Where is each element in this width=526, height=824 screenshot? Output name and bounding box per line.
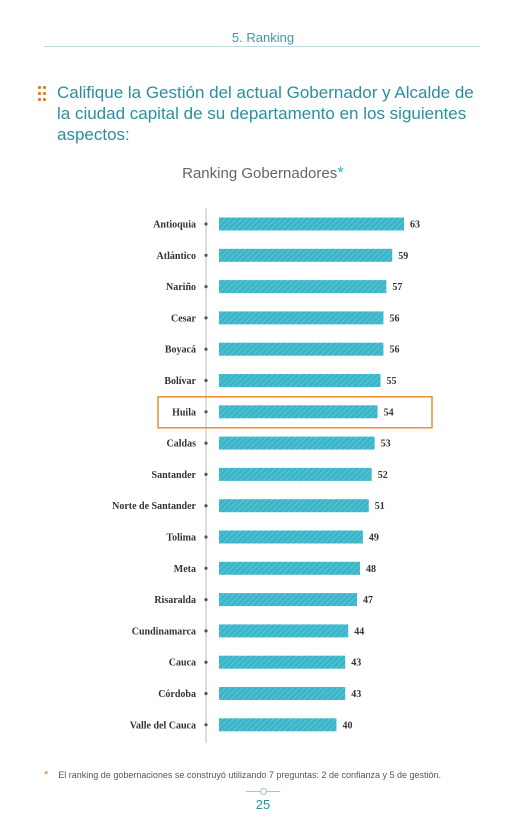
value-label: 57 bbox=[392, 282, 402, 293]
axis-tick-dot bbox=[204, 378, 208, 383]
value-label: 55 bbox=[387, 376, 397, 387]
axis-tick-dot bbox=[204, 598, 208, 602]
category-label: Tolima bbox=[166, 533, 196, 544]
footnote-asterisk: * bbox=[44, 769, 49, 781]
question-text: Califique la Gestión del actual Gobernad… bbox=[57, 83, 474, 144]
value-label: 56 bbox=[389, 313, 399, 324]
bar bbox=[219, 311, 384, 325]
value-label: 47 bbox=[363, 595, 373, 606]
bar bbox=[219, 593, 358, 607]
category-label: Atlántico bbox=[157, 251, 196, 262]
axis-tick-dot bbox=[204, 535, 208, 539]
page-divider-dot bbox=[260, 788, 267, 795]
axis-tick-dot bbox=[204, 253, 208, 257]
axis-tick-dot bbox=[204, 660, 208, 664]
category-label: Huila bbox=[172, 407, 196, 418]
bar bbox=[219, 499, 369, 513]
category-label: Bolívar bbox=[164, 376, 196, 387]
category-label: Cauca bbox=[169, 658, 196, 669]
chart-title: Ranking Gobernadores* bbox=[0, 163, 526, 183]
value-label: 49 bbox=[369, 533, 379, 544]
axis-tick-dot bbox=[204, 504, 208, 508]
axis-tick-dot bbox=[204, 723, 208, 727]
chart-title-asterisk: * bbox=[337, 163, 344, 182]
axis-tick-dot bbox=[204, 316, 208, 320]
category-label: Caldas bbox=[167, 439, 197, 450]
value-label: 44 bbox=[354, 626, 364, 637]
bar bbox=[219, 624, 349, 638]
category-label: Boyacá bbox=[165, 345, 196, 356]
value-label: 56 bbox=[389, 345, 399, 356]
category-label: Risaralda bbox=[154, 595, 196, 606]
bar bbox=[219, 655, 346, 669]
value-label: 54 bbox=[384, 407, 394, 418]
category-label: Nariño bbox=[166, 282, 196, 293]
chart-title-text: Ranking Gobernadores bbox=[182, 165, 338, 182]
bar bbox=[219, 405, 378, 419]
bar bbox=[219, 687, 346, 700]
bar bbox=[219, 467, 372, 481]
category-label: Valle del Cauca bbox=[130, 720, 196, 731]
value-label: 59 bbox=[398, 251, 408, 262]
category-label: Cundinamarca bbox=[132, 626, 196, 637]
bar bbox=[219, 217, 404, 231]
bar bbox=[219, 436, 375, 450]
bar bbox=[219, 374, 381, 387]
value-label: 48 bbox=[366, 564, 376, 575]
category-label: Cesar bbox=[171, 313, 197, 324]
footnote: * El ranking de gobernaciones se construy… bbox=[44, 769, 494, 781]
value-label: 63 bbox=[410, 220, 420, 231]
axis-tick-dot bbox=[204, 285, 208, 289]
axis-tick-dot bbox=[204, 472, 208, 476]
bar bbox=[219, 248, 393, 262]
axis-tick-dot bbox=[204, 222, 208, 226]
axis-tick-dot bbox=[204, 566, 208, 570]
dots-icon bbox=[38, 86, 48, 104]
axis-tick-dot bbox=[204, 347, 208, 351]
value-label: 40 bbox=[342, 720, 352, 731]
bar-chart: Antioquia 63 Atlántico 59 Nariño 57 Cesar 56 Boy… bbox=[112, 208, 433, 743]
section-header: 5. Ranking bbox=[231, 30, 295, 45]
bar bbox=[219, 530, 363, 544]
axis-tick-dot bbox=[204, 691, 208, 696]
bar bbox=[219, 561, 360, 575]
bar bbox=[219, 342, 384, 356]
value-label: 43 bbox=[351, 658, 361, 669]
value-label: 43 bbox=[351, 689, 361, 700]
category-label: Antioquia bbox=[153, 220, 196, 231]
bar bbox=[219, 718, 337, 732]
value-label: 51 bbox=[375, 501, 385, 512]
bar bbox=[219, 280, 387, 294]
axis-tick-dot bbox=[204, 629, 208, 633]
value-label: 52 bbox=[378, 470, 388, 481]
category-label: Santander bbox=[152, 470, 197, 481]
value-label: 53 bbox=[381, 439, 391, 450]
category-label: Norte de Santander bbox=[112, 501, 196, 512]
axis-tick-dot bbox=[204, 441, 208, 445]
category-label: Meta bbox=[174, 564, 196, 575]
footnote-text: El ranking de gobernaciones se construyó… bbox=[58, 770, 442, 780]
page-number: 25 bbox=[255, 797, 271, 812]
category-label: Córdoba bbox=[158, 689, 196, 700]
highlight-box bbox=[157, 396, 433, 429]
header-rule bbox=[44, 46, 480, 47]
axis-tick-dot bbox=[204, 410, 208, 414]
